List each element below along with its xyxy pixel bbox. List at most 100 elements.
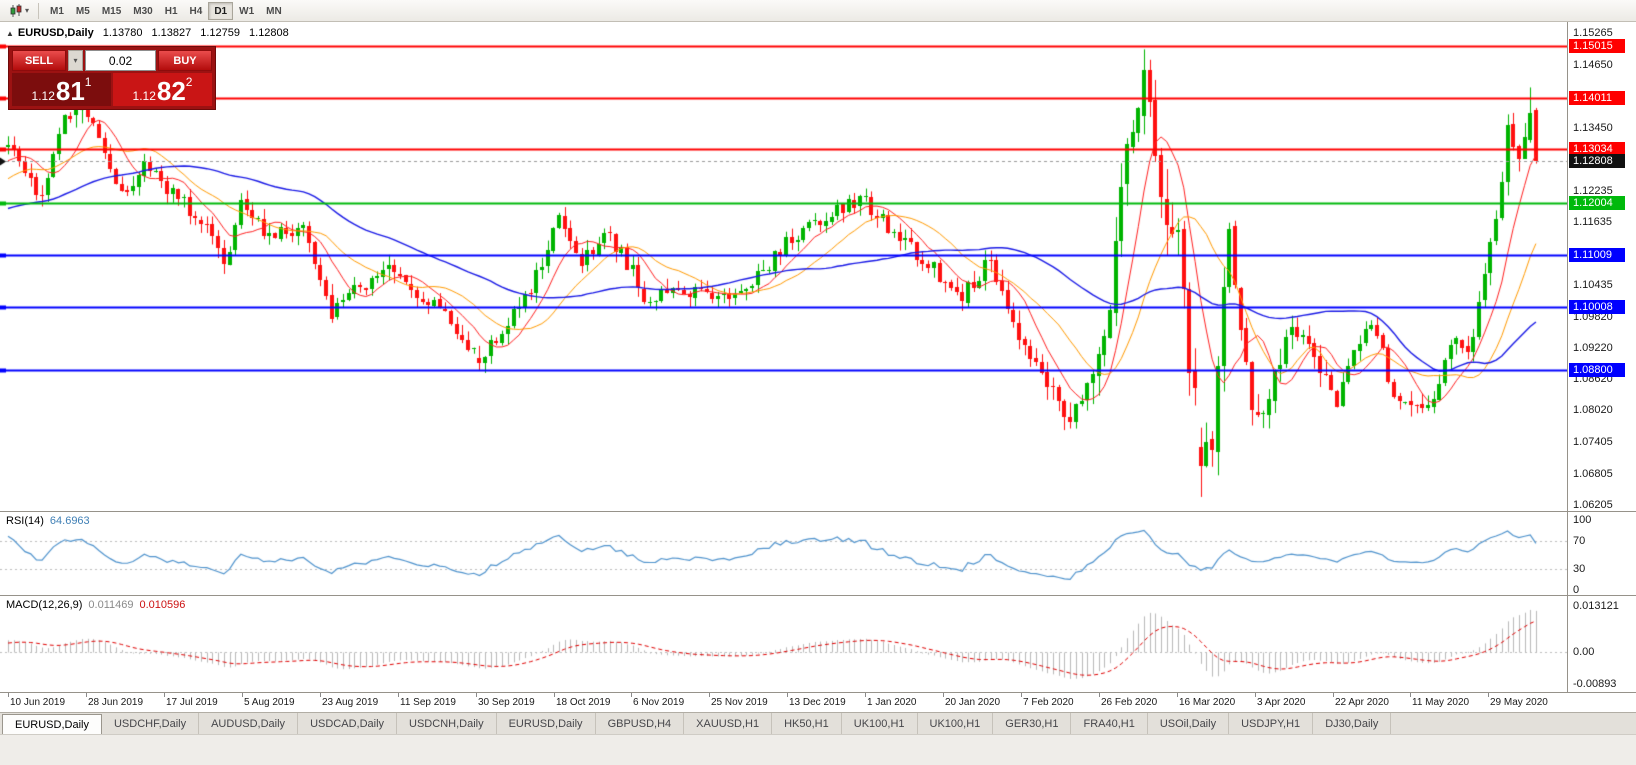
price-axis[interactable]: 1.152651.146501.140351.134501.128351.122…: [1567, 22, 1636, 692]
tab-fra40-h1[interactable]: FRA40,H1: [1071, 713, 1148, 734]
time-tick: [1410, 693, 1411, 697]
rsi-level-label: 70: [1573, 535, 1586, 547]
window-separator[interactable]: [0, 511, 1636, 512]
sell-price-big: 81: [55, 76, 85, 106]
time-label: 30 Sep 2019: [478, 697, 535, 708]
time-label: 23 Aug 2019: [322, 697, 379, 708]
time-tick: [86, 693, 87, 697]
chevron-down-icon: ▾: [73, 55, 78, 65]
time-tick: [8, 693, 9, 697]
macd-canvas[interactable]: [0, 596, 1567, 692]
time-tick: [631, 693, 632, 697]
sell-price-sup: 1: [84, 75, 92, 89]
buy-price-prefix: 1.12: [132, 89, 156, 103]
time-label: 3 Apr 2020: [1257, 697, 1306, 708]
chart-header: ▲ EURUSD,Daily 1.13780 1.13827 1.12759 1…: [6, 27, 289, 39]
tab-gbpusd-h4[interactable]: GBPUSD,H4: [596, 713, 685, 734]
tab-eurusd-daily[interactable]: EURUSD,Daily: [2, 714, 102, 734]
ohlc-close: 1.12808: [249, 27, 289, 39]
macd-header: MACD(12,26,9) 0.011469 0.010596: [6, 599, 185, 611]
price-level-badge: 1.13034: [1569, 142, 1625, 157]
price-level-badge: 1.15015: [1569, 39, 1625, 54]
price-tick-label: 1.07405: [1573, 436, 1613, 449]
price-level-badge: 1.12004: [1569, 195, 1625, 210]
macd-label: MACD(12,26,9): [6, 599, 83, 611]
tab-usoil-daily[interactable]: USOil,Daily: [1148, 713, 1230, 734]
time-label: 11 Sep 2019: [400, 697, 456, 708]
time-label: 22 Apr 2020: [1335, 697, 1389, 708]
time-tick: [865, 693, 866, 697]
time-tick: [709, 693, 710, 697]
time-tick: [320, 693, 321, 697]
chart-symbol-label: EURUSD,Daily: [17, 27, 94, 39]
time-tick: [787, 693, 788, 697]
ohlc-low: 1.12759: [200, 27, 241, 39]
price-tick-label: 1.11635: [1573, 216, 1612, 229]
macd-main-value: 0.011469: [88, 599, 134, 611]
tab-ger30-h1[interactable]: GER30,H1: [993, 713, 1072, 734]
tf-button-m5[interactable]: M5: [75, 5, 90, 17]
tf-button-m30[interactable]: M30: [133, 5, 153, 17]
candlestick-chart-icon: [10, 3, 22, 17]
rsi-value: 64.6963: [49, 515, 90, 527]
price-tick-label: 1.06205: [1573, 499, 1613, 511]
tf-button-d1[interactable]: D1: [208, 1, 234, 20]
status-bar: [0, 734, 1636, 765]
volume-input[interactable]: [86, 51, 155, 70]
time-label: 1 Jan 2020: [867, 697, 917, 708]
macd-panel: [0, 596, 1567, 692]
window-separator[interactable]: [0, 595, 1636, 596]
ohlc-high: 1.13827: [151, 27, 192, 39]
tab-usdcad-daily[interactable]: USDCAD,Daily: [298, 713, 398, 734]
tf-button-m1[interactable]: M1: [50, 5, 64, 17]
price-tick-label: 1.14650: [1573, 59, 1613, 72]
tab-uk100-h1[interactable]: UK100,H1: [842, 713, 918, 734]
tab-eurusd-daily[interactable]: EURUSD,Daily: [497, 713, 596, 734]
time-label: 28 Jun 2019: [88, 697, 144, 708]
time-label: 13 Dec 2019: [789, 697, 846, 708]
time-tick: [242, 693, 243, 697]
time-tick: [1099, 693, 1100, 697]
tf-button-h4[interactable]: H4: [189, 5, 203, 17]
time-tick: [1021, 693, 1022, 697]
tab-dj30-daily[interactable]: DJ30,Daily: [1313, 713, 1392, 734]
main-chart-canvas[interactable]: [0, 22, 1567, 511]
price-level-badge: 1.14011: [1569, 91, 1625, 106]
buy-price-display: 1.12 82 2: [113, 73, 212, 106]
tab-uk100-h1[interactable]: UK100,H1: [918, 713, 994, 734]
time-label: 17 Jul 2019: [166, 697, 218, 708]
tf-button-mn[interactable]: MN: [266, 5, 282, 17]
rsi-panel: [0, 512, 1567, 595]
tab-audusd-daily[interactable]: AUDUSD,Daily: [199, 713, 299, 734]
tf-button-h1[interactable]: H1: [164, 5, 178, 17]
toolbar: ▾ M1 M5 M15 M30 H1 H4 D1 W1 MN: [0, 0, 1636, 22]
macd-level-label: 0.00: [1573, 646, 1595, 659]
time-label: 7 Feb 2020: [1023, 697, 1074, 708]
tab-xauusd-h1[interactable]: XAUUSD,H1: [684, 713, 773, 734]
time-tick: [554, 693, 555, 697]
tab-usdcnh-daily[interactable]: USDCNH,Daily: [397, 713, 497, 734]
time-label: 18 Oct 2019: [556, 697, 611, 708]
tf-button-m15[interactable]: M15: [101, 5, 122, 17]
buy-button[interactable]: BUY: [158, 50, 212, 71]
chart-type-button[interactable]: ▾: [5, 2, 33, 20]
volume-dropdown-button[interactable]: ▾: [68, 50, 83, 71]
tab-usdchf-daily[interactable]: USDCHF,Daily: [102, 713, 200, 734]
sell-price-display: 1.12 81 1: [12, 73, 111, 106]
rsi-level-label: 0: [1573, 584, 1580, 596]
rsi-canvas[interactable]: [0, 512, 1567, 595]
time-label: 20 Jan 2020: [945, 697, 1001, 708]
time-tick: [476, 693, 477, 697]
time-tick: [1488, 693, 1489, 697]
time-label: 11 May 2020: [1412, 697, 1470, 708]
rsi-level-label: 30: [1573, 563, 1586, 575]
sell-button[interactable]: SELL: [12, 50, 66, 71]
time-tick: [1333, 693, 1334, 697]
price-tick-label: 1.13450: [1573, 121, 1613, 134]
tf-button-w1[interactable]: W1: [239, 5, 255, 17]
tab-usdjpy-h1[interactable]: USDJPY,H1: [1229, 713, 1314, 734]
time-axis[interactable]: 10 Jun 2019 28 Jun 2019 17 Jul 2019 5 Aug 2…: [0, 692, 1636, 712]
collapse-arrow-icon[interactable]: ▲: [6, 28, 14, 38]
tab-hk50-h1[interactable]: HK50,H1: [772, 713, 842, 734]
